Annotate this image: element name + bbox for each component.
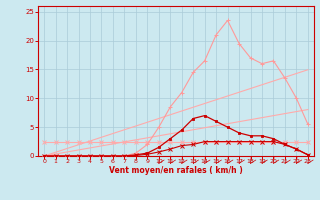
X-axis label: Vent moyen/en rafales ( km/h ): Vent moyen/en rafales ( km/h ) <box>109 166 243 175</box>
